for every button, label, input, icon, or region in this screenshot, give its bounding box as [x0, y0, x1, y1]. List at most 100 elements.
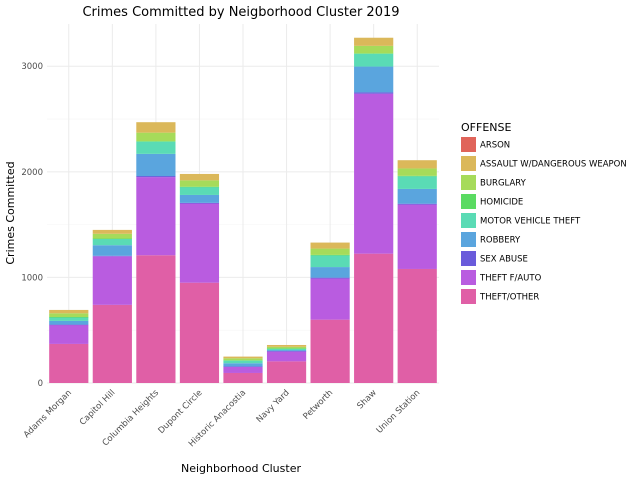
bar-segment-motor-vehicle-theft: [92, 238, 132, 246]
bar-segment-robbery: [397, 188, 437, 204]
bar-segment-sex-abuse: [136, 176, 176, 178]
bars: [49, 37, 437, 383]
bar-segment-sex-abuse: [49, 324, 89, 326]
bar-segment-theft-other: [49, 343, 89, 383]
bar-segment-robbery: [266, 350, 307, 352]
bar-segment-motor-vehicle-theft: [179, 187, 220, 195]
bar-segment-theft-other: [92, 304, 132, 383]
bar-segment-theft-f-auto: [179, 203, 220, 283]
legend-swatch-theft-other: [461, 289, 476, 304]
legend-swatch-homicide: [461, 194, 476, 209]
x-tick-label: Shaw: [355, 388, 378, 411]
bar-segment-assault-w-dangerous-weapon: [179, 173, 220, 181]
x-tick-label: Union Station: [375, 388, 423, 436]
legend-swatch-burglary: [461, 175, 476, 190]
bar-segment-assault-w-dangerous-weapon: [397, 160, 437, 169]
bar-segment-motor-vehicle-theft: [354, 53, 394, 67]
x-tick-label: Dupont Circle: [157, 388, 205, 436]
legend-label-burglary: BURGLARY: [480, 179, 527, 189]
legend-swatch-motor-vehicle-theft: [461, 213, 476, 228]
bar-segment-motor-vehicle-theft: [310, 255, 350, 268]
bar-segment-theft-other: [223, 372, 263, 383]
bar-segment-theft-other: [179, 282, 220, 383]
bar-segment-burglary: [136, 132, 176, 142]
y-axis-ticks: 0 1000 2000 3000: [21, 62, 43, 389]
bar-segment-burglary: [397, 168, 437, 176]
bar-segment-robbery: [49, 320, 89, 325]
bar-segment-homicide: [354, 53, 394, 54]
x-tick-label: Petworth: [301, 388, 335, 422]
bar-segment-motor-vehicle-theft: [136, 141, 176, 154]
bar-segment-assault-w-dangerous-weapon: [92, 229, 132, 234]
bar-segment-theft-other: [310, 319, 350, 383]
bar-segment-homicide: [266, 348, 307, 349]
bar-segment-sex-abuse: [92, 255, 132, 257]
bar-segment-homicide: [92, 238, 132, 240]
bar-segment-sex-abuse: [354, 92, 394, 94]
legend-swatch-robbery: [461, 232, 476, 247]
bar-segment-assault-w-dangerous-weapon: [310, 242, 350, 249]
bar-segment-sex-abuse: [266, 351, 307, 352]
bar-segment-theft-other: [354, 253, 394, 383]
bar-segment-theft-f-auto: [266, 351, 307, 362]
bar-segment-motor-vehicle-theft: [266, 348, 307, 351]
legend: OFFENSE ARSON ASSAULT W/DANGEROUS WEAPON B…: [461, 121, 627, 304]
bar-segment-burglary: [223, 358, 263, 361]
bar-segment-burglary: [266, 346, 307, 349]
legend-swatch-theft-f-auto: [461, 270, 476, 285]
legend-swatch-arson: [461, 137, 476, 152]
legend-label-theft-other: THEFT/OTHER: [479, 293, 539, 303]
bar-segment-theft-f-auto: [310, 278, 350, 320]
bar-segment-burglary: [49, 313, 89, 318]
bar-segment-assault-w-dangerous-weapon: [266, 344, 307, 347]
bar-segment-sex-abuse: [223, 366, 263, 367]
bar-segment-burglary: [92, 233, 132, 239]
x-tick-label: Capitol Hill: [78, 388, 118, 428]
legend-label-assault-w-dangerous-weapon: ASSAULT W/DANGEROUS WEAPON: [480, 160, 627, 170]
x-tick-label: Navy Yard: [255, 388, 292, 425]
legend-label-motor-vehicle-theft: MOTOR VEHICLE THEFT: [480, 217, 581, 227]
legend-label-robbery: ROBBERY: [480, 236, 521, 246]
bar-segment-theft-f-auto: [223, 366, 263, 373]
bar-segment-theft-f-auto: [136, 177, 176, 256]
bar-segment-theft-f-auto: [397, 204, 437, 269]
bar-segment-assault-w-dangerous-weapon: [223, 356, 263, 359]
bar-segment-homicide: [49, 317, 89, 318]
bar-segment-theft-f-auto: [92, 256, 132, 305]
y-tick-label: 2000: [21, 168, 43, 178]
bar-segment-assault-w-dangerous-weapon: [49, 309, 89, 314]
bar-segment-burglary: [179, 180, 220, 187]
legend-label-theft-f-auto: THEFT F/AUTO: [479, 274, 542, 284]
bar-segment-sex-abuse: [397, 203, 437, 205]
bar-segment-motor-vehicle-theft: [223, 360, 263, 364]
bar-segment-sex-abuse: [179, 202, 220, 204]
bar-segment-sex-abuse: [310, 277, 350, 279]
legend-swatch-assault-w-dangerous-weapon: [461, 156, 476, 171]
bar-segment-robbery: [92, 245, 132, 256]
bar-segment-robbery: [179, 194, 220, 203]
bar-segment-homicide: [179, 186, 220, 188]
legend-label-homicide: HOMICIDE: [480, 198, 523, 208]
bar-segment-motor-vehicle-theft: [397, 176, 437, 189]
bar-segment-assault-w-dangerous-weapon: [354, 37, 394, 46]
bar-segment-homicide: [223, 360, 263, 361]
y-axis-title: Crimes Committed: [4, 161, 17, 264]
legend-swatch-sex-abuse: [461, 251, 476, 266]
bar-segment-burglary: [354, 45, 394, 54]
y-tick-label: 1000: [21, 273, 43, 283]
bar-segment-motor-vehicle-theft: [49, 317, 89, 321]
bar-segment-robbery: [310, 267, 350, 278]
y-tick-label: 0: [38, 379, 43, 389]
bar-segment-robbery: [354, 66, 394, 93]
chart-title: Crimes Committed by Neigborhood Cluster …: [82, 5, 399, 20]
bar-segment-theft-f-auto: [49, 324, 89, 344]
bar-segment-assault-w-dangerous-weapon: [136, 122, 176, 133]
bar-segment-robbery: [136, 153, 176, 177]
bar-segment-homicide: [310, 254, 350, 256]
bar-segment-homicide: [397, 175, 437, 177]
bar-segment-robbery: [223, 363, 263, 367]
x-axis-title: Neighborhood Cluster: [181, 462, 301, 475]
bar-segment-theft-other: [266, 361, 307, 383]
